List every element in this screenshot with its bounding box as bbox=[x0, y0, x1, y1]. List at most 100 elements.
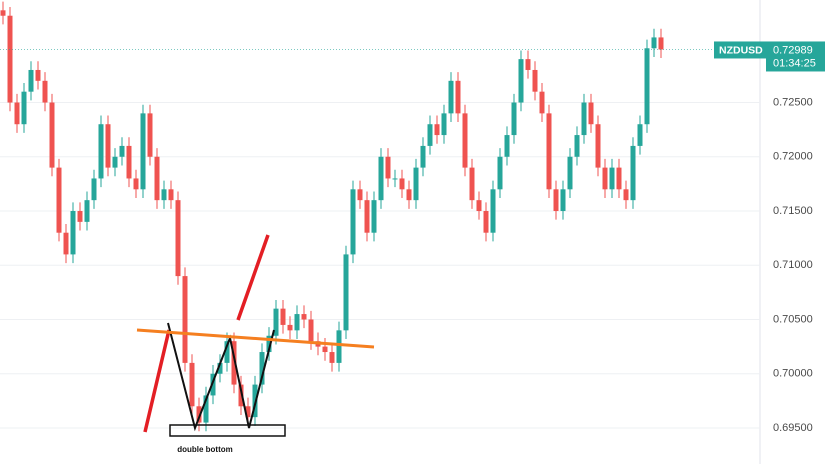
candle-body bbox=[490, 189, 496, 233]
candle-body bbox=[497, 156, 503, 190]
candle-body bbox=[133, 178, 139, 190]
candle-body bbox=[630, 145, 636, 201]
candle-body bbox=[336, 330, 342, 363]
y-tick-label: 0.71000 bbox=[773, 259, 813, 271]
candle-body bbox=[182, 276, 188, 363]
candle-body bbox=[238, 384, 244, 407]
candle-body bbox=[483, 211, 489, 233]
candle-body bbox=[203, 395, 209, 423]
candle-body bbox=[189, 362, 195, 407]
candle-body bbox=[322, 346, 328, 353]
candle-body bbox=[371, 200, 377, 233]
candle-body bbox=[525, 59, 531, 70]
candle-body bbox=[595, 124, 601, 168]
candle-body bbox=[616, 167, 622, 190]
y-tick-label: 0.69500 bbox=[773, 422, 813, 434]
candle-body bbox=[518, 59, 524, 103]
candle-body bbox=[217, 362, 223, 374]
candle-body bbox=[91, 178, 97, 201]
candle-body bbox=[329, 352, 335, 363]
candle-body bbox=[56, 167, 62, 233]
y-tick-label: 0.72500 bbox=[773, 96, 813, 108]
candle-body bbox=[7, 15, 13, 103]
candle-body bbox=[609, 167, 615, 190]
candle-body bbox=[119, 145, 125, 157]
candle-body bbox=[462, 113, 468, 168]
candle-body bbox=[399, 178, 405, 190]
y-tick-label: 0.72000 bbox=[773, 151, 813, 163]
candle-body bbox=[196, 406, 202, 423]
candle-body bbox=[98, 124, 104, 179]
candle-body bbox=[623, 189, 629, 201]
annotation-box bbox=[169, 424, 286, 437]
candle-body bbox=[455, 80, 461, 114]
candle-body bbox=[546, 113, 552, 190]
candle-body bbox=[553, 189, 559, 212]
candle-body bbox=[469, 167, 475, 201]
candle-body bbox=[637, 124, 643, 146]
annotation: double bottom bbox=[177, 445, 233, 454]
candle-body bbox=[301, 314, 307, 320]
y-tick-label: 0.71500 bbox=[773, 205, 813, 217]
candle-body bbox=[532, 69, 538, 92]
candle-body bbox=[602, 167, 608, 190]
candle-body bbox=[42, 80, 48, 103]
candle-body bbox=[441, 113, 447, 136]
candle-body bbox=[28, 69, 34, 92]
symbol-label: NZDUSD bbox=[719, 44, 763, 56]
candle-body bbox=[35, 69, 41, 81]
candle-body bbox=[406, 189, 412, 201]
candle-body bbox=[140, 113, 146, 190]
candle-body bbox=[434, 124, 440, 136]
last-price-label: 0.72989 bbox=[773, 44, 813, 56]
candle-body bbox=[175, 200, 181, 277]
candle-body bbox=[350, 189, 356, 255]
candle-body bbox=[231, 341, 237, 385]
candle-body bbox=[210, 373, 216, 396]
candle-body bbox=[154, 156, 160, 201]
candle-body bbox=[378, 156, 384, 201]
candle-body bbox=[49, 102, 55, 168]
price-box bbox=[766, 41, 825, 72]
candle-body bbox=[112, 156, 118, 168]
candle-body bbox=[392, 178, 398, 180]
candle-body bbox=[245, 406, 251, 418]
candle-body bbox=[539, 91, 545, 114]
candle-body bbox=[63, 232, 69, 255]
candle-body bbox=[161, 189, 167, 201]
red-trendline bbox=[236, 234, 270, 321]
candle-body bbox=[259, 352, 265, 385]
candle-body bbox=[287, 324, 293, 331]
candle-body bbox=[294, 314, 300, 331]
candle-body bbox=[560, 189, 566, 212]
candle-body bbox=[126, 145, 132, 179]
candle-body bbox=[308, 319, 314, 342]
candle-body bbox=[84, 200, 90, 222]
candle-body bbox=[273, 308, 279, 336]
candle-body bbox=[70, 211, 76, 255]
candle-body bbox=[574, 135, 580, 157]
countdown-label: 01:34:25 bbox=[773, 57, 816, 69]
candle-body bbox=[476, 200, 482, 212]
candle-body bbox=[385, 156, 391, 179]
candle-body bbox=[364, 200, 370, 233]
candle-body bbox=[147, 113, 153, 157]
candle-body bbox=[651, 37, 657, 49]
candle-body bbox=[413, 167, 419, 201]
price-label-box bbox=[714, 41, 766, 59]
candle-body bbox=[427, 124, 433, 146]
candle-body bbox=[266, 335, 272, 353]
candle-body bbox=[105, 124, 111, 168]
candle-body bbox=[581, 102, 587, 136]
candle-body bbox=[448, 80, 454, 114]
y-tick-label: 0.70000 bbox=[773, 368, 813, 380]
candle-body bbox=[420, 145, 426, 168]
candle-body bbox=[644, 48, 650, 125]
candle-body bbox=[504, 135, 510, 157]
candle-body bbox=[658, 37, 664, 50]
candle-body bbox=[224, 341, 230, 363]
candle-body bbox=[280, 308, 286, 325]
candle-body bbox=[21, 91, 27, 125]
candle-body bbox=[357, 189, 363, 201]
